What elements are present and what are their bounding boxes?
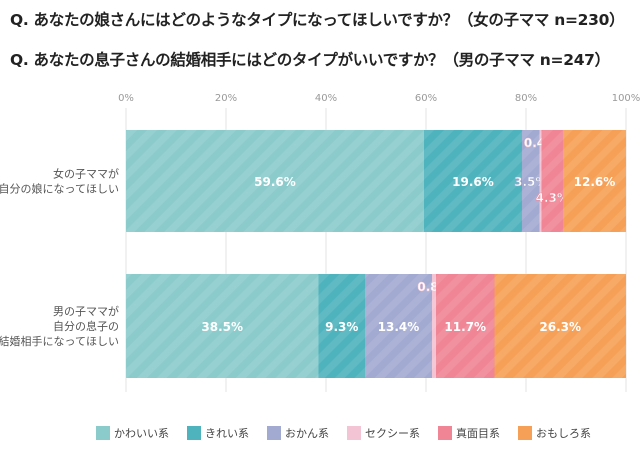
legend-label: セクシー系 — [365, 427, 420, 440]
bar-stripe — [126, 130, 424, 232]
data-label: 3.5% — [514, 175, 547, 189]
category-label: 女の子ママが — [53, 167, 119, 181]
data-label: 38.5% — [201, 320, 243, 334]
data-label: 12.6% — [574, 175, 616, 189]
category-label: 結婚相手になってほしい — [0, 334, 119, 348]
bar-stripe — [494, 274, 626, 378]
legend-swatch — [347, 426, 361, 440]
legend-swatch — [96, 426, 110, 440]
bar-stripe — [563, 130, 626, 232]
x-tick-label: 20% — [215, 93, 237, 104]
legend-swatch — [267, 426, 281, 440]
data-label: 59.6% — [254, 175, 296, 189]
chart-title-2: Q. あなたの息子さんの結婚相手にはどのタイプがいいですか？（男の子ママ n=2… — [10, 51, 610, 69]
data-label: 19.6% — [452, 175, 494, 189]
x-tick-label: 40% — [315, 93, 337, 104]
category-label: 男の子ママが — [53, 304, 119, 318]
category-label: 自分の娘になってほしい — [0, 182, 119, 196]
category-label: 自分の息子の — [53, 319, 119, 333]
data-label: 13.4% — [378, 320, 420, 334]
legend-label: おかん系 — [285, 427, 329, 440]
chart-title-1: Q. あなたの娘さんにはどのようなタイプになってほしいですか？（女の子ママ n=… — [10, 11, 625, 29]
legend-label: かわいい系 — [114, 427, 169, 440]
legend-swatch — [187, 426, 201, 440]
bar-stripe — [539, 130, 542, 232]
data-label: 9.3% — [325, 320, 358, 334]
legend-label: きれい系 — [205, 427, 249, 440]
bar-stripe — [365, 274, 432, 378]
bar-stripe — [522, 130, 540, 232]
legend-item: 真面目系 — [438, 425, 500, 441]
x-tick-label: 0% — [118, 93, 134, 104]
legend-item: セクシー系 — [347, 425, 420, 441]
legend-item: きれい系 — [187, 425, 249, 441]
data-label: 4.3% — [536, 191, 569, 205]
bar-stripe — [541, 130, 563, 232]
bar-stripe — [318, 274, 365, 378]
legend: かわいい系 きれい系 おかん系 セクシー系 真面目系 おもしろ系 — [96, 425, 609, 441]
legend-item: おもしろ系 — [518, 425, 591, 441]
bar-stripe — [436, 274, 495, 378]
legend-swatch — [438, 426, 452, 440]
bar-stripe — [126, 274, 319, 378]
data-label: 26.3% — [539, 320, 581, 334]
data-label: 11.7% — [444, 320, 486, 334]
legend-label: おもしろ系 — [536, 427, 591, 440]
legend-item: かわいい系 — [96, 425, 169, 441]
x-tick-label: 60% — [415, 93, 437, 104]
bar-stripe — [432, 274, 436, 378]
bar-stripe — [424, 130, 522, 232]
legend-label: 真面目系 — [456, 427, 500, 440]
x-tick-label: 80% — [515, 93, 537, 104]
legend-swatch — [518, 426, 532, 440]
legend-item: おかん系 — [267, 425, 329, 441]
x-tick-label: 100% — [612, 93, 640, 104]
